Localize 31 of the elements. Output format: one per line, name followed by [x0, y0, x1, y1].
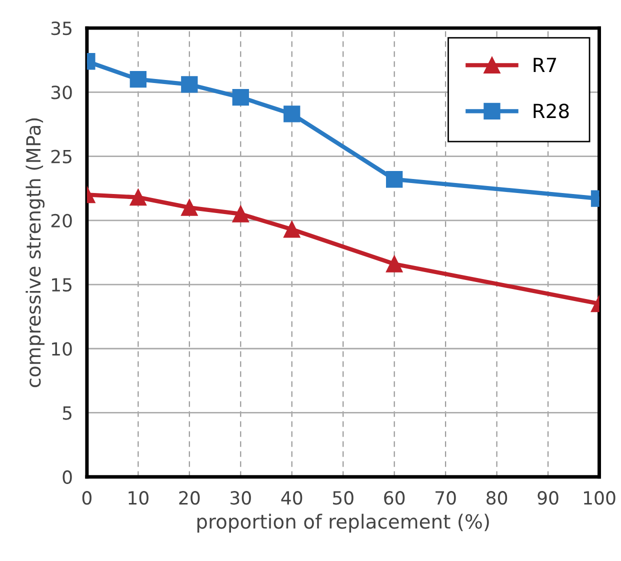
x-tick-label: 40 — [281, 491, 302, 505]
y-tick-label: 0 — [62, 470, 72, 484]
x-tick-label: 20 — [179, 491, 200, 505]
x-tick-label: 90 — [538, 491, 558, 505]
y-tick-label: 10 — [52, 342, 72, 356]
x-axis-title: proportion of replacement (%) — [197, 514, 489, 533]
point — [232, 88, 249, 106]
y-tick-label: 15 — [52, 278, 72, 292]
y-tick-label: 25 — [51, 150, 72, 164]
point — [232, 206, 249, 222]
x-tick-label: 50 — [333, 491, 354, 505]
y-tick-label: 5 — [62, 406, 72, 420]
y-tick-label: 35 — [51, 22, 72, 36]
x-tick-label: 30 — [230, 491, 251, 505]
legend-label: R7 — [534, 58, 556, 72]
y-axis-title: compressive strength (MPa) — [26, 118, 45, 388]
x-tick-label: 0 — [82, 491, 92, 505]
point — [130, 188, 147, 206]
x-tick-label: 70 — [436, 491, 456, 505]
x-tick-label: 100 — [584, 491, 616, 505]
point — [130, 71, 147, 88]
x-tick-label: 60 — [384, 491, 405, 505]
point — [181, 76, 198, 93]
point — [284, 221, 300, 238]
point — [181, 199, 198, 216]
y-tick-label: 20 — [51, 214, 72, 228]
legend-label: R28 — [534, 104, 569, 118]
x-tick-label: 10 — [128, 491, 148, 505]
point — [284, 106, 300, 122]
y-tick-label: 30 — [51, 86, 72, 100]
x-tick-label: 80 — [486, 491, 508, 505]
